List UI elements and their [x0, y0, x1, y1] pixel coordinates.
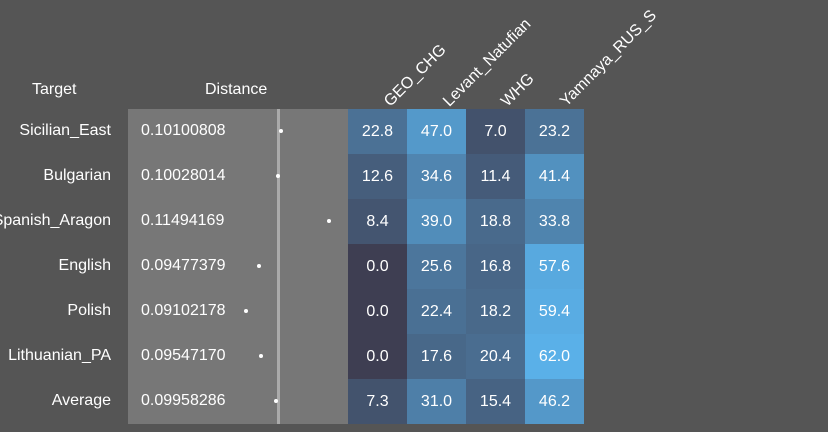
row-target-label: Average: [51, 392, 111, 409]
heat-cell: 0.0: [348, 289, 407, 334]
row-target-label: Spanish_Aragon: [0, 212, 111, 229]
heat-cell: 23.2: [525, 109, 584, 154]
heat-cell: 34.6: [407, 154, 466, 199]
header-target: Target: [32, 81, 77, 98]
row-distance-dot: [244, 309, 248, 313]
heat-cell: 46.2: [525, 379, 584, 424]
col-header-yamnaya-rus-s: Yamnaya_RUS_S: [557, 7, 660, 111]
row-distance-value: 0.10100808: [141, 122, 226, 139]
distance-panel: [128, 109, 348, 424]
row-distance-dot: [259, 354, 264, 358]
heat-cell: 22.4: [407, 289, 466, 334]
heat-cell: 17.6: [407, 334, 466, 379]
row-distance-value: 0.09958286: [141, 392, 226, 409]
row-distance-value: 0.09547170: [141, 347, 226, 364]
row-distance-value: 0.11494169: [141, 212, 225, 229]
heat-cell: 41.4: [525, 154, 584, 199]
row-distance-value: 0.09102178: [141, 302, 226, 319]
distance-average-line: [277, 109, 280, 424]
heat-cell: 47.0: [407, 109, 466, 154]
heat-cell: 16.8: [466, 244, 525, 289]
heat-cell: 7.0: [466, 109, 525, 154]
row-distance-dot: [273, 399, 278, 403]
heat-cell: 33.8: [525, 199, 584, 244]
row-distance-value: 0.10028014: [141, 167, 226, 184]
heat-cell: 15.4: [466, 379, 525, 424]
row-distance-dot: [276, 174, 281, 178]
col-header-whg: WHG: [498, 70, 538, 111]
heat-cell: 18.2: [466, 289, 525, 334]
row-distance-dot: [327, 219, 331, 223]
col-header-geo-chg: GEO_CHG: [381, 41, 450, 111]
heat-cell: 11.4: [466, 154, 525, 199]
heat-cell: 62.0: [525, 334, 584, 379]
row-distance-dot: [278, 129, 283, 133]
heat-cell: 57.6: [525, 244, 584, 289]
heat-cell: 18.8: [466, 199, 525, 244]
heat-cell: 59.4: [525, 289, 584, 334]
heat-cell: 20.4: [466, 334, 525, 379]
heat-cell: 7.3: [348, 379, 407, 424]
heat-cell: 8.4: [348, 199, 407, 244]
heat-cell: 0.0: [348, 334, 407, 379]
heat-cell: 31.0: [407, 379, 466, 424]
heat-cell: 0.0: [348, 244, 407, 289]
heat-cell: 22.8: [348, 109, 407, 154]
heat-cell: 25.6: [407, 244, 466, 289]
header-distance: Distance: [205, 81, 268, 98]
row-target-label: Sicilian_East: [19, 122, 111, 139]
row-target-label: Bulgarian: [43, 167, 111, 184]
row-distance-dot: [257, 264, 262, 268]
heat-cell: 12.6: [348, 154, 407, 199]
row-target-label: Polish: [67, 302, 111, 319]
row-distance-value: 0.09477379: [141, 257, 226, 274]
row-target-label: English: [58, 257, 111, 274]
row-target-label: Lithuanian_PA: [8, 347, 111, 364]
heat-cell: 39.0: [407, 199, 466, 244]
